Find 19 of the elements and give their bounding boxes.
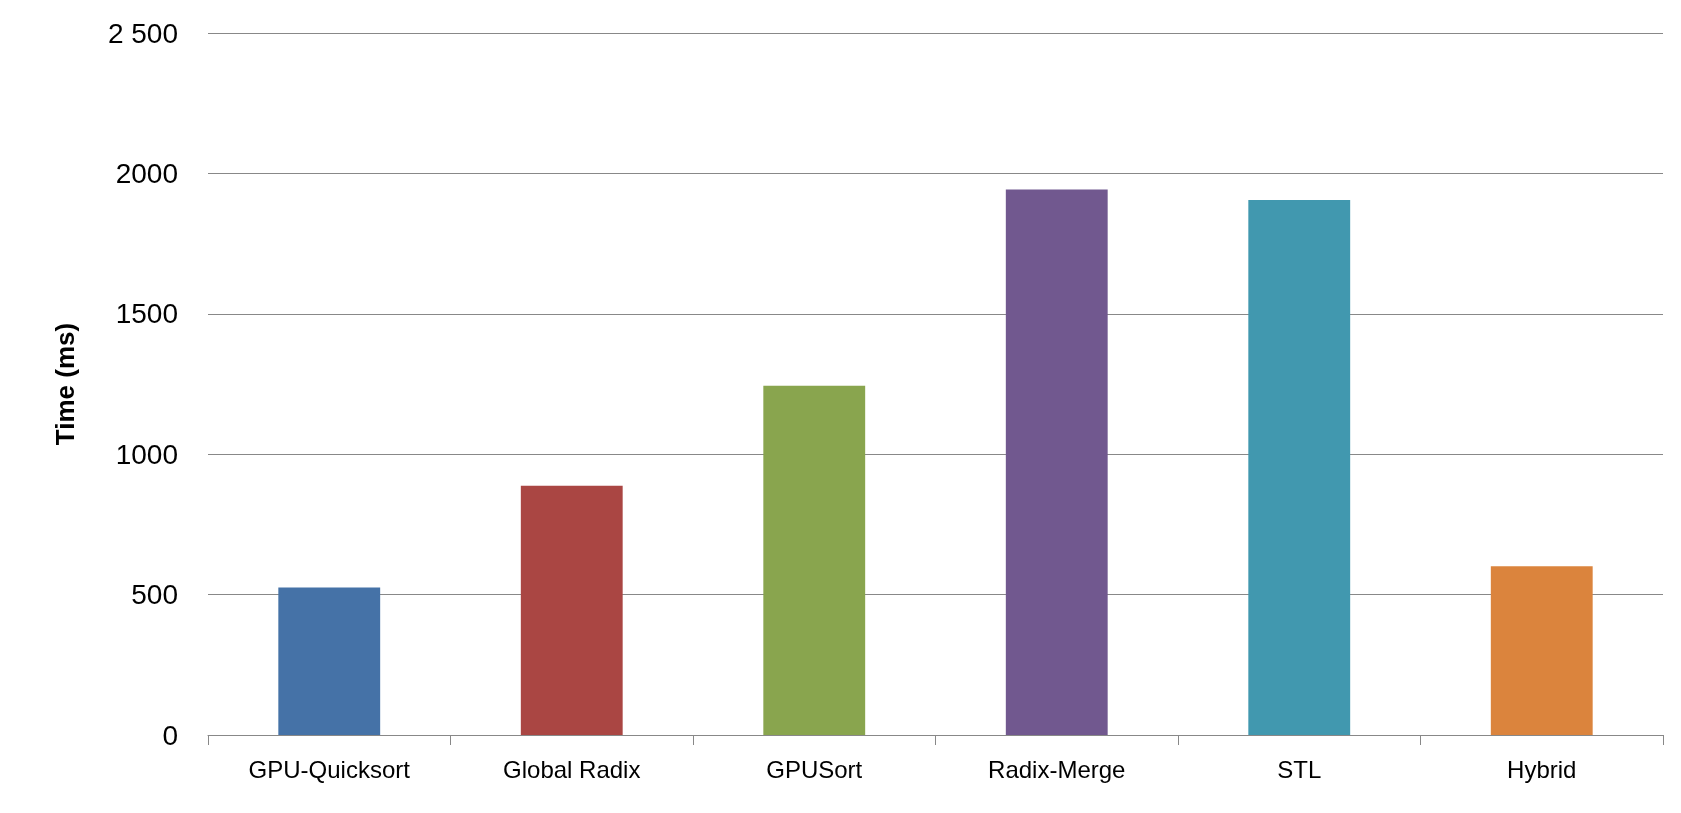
y-tick-label: 1500 [115, 298, 178, 330]
y-axis-title: Time (ms) [50, 322, 80, 446]
y-tick-label: 2000 [115, 157, 178, 189]
bar [763, 385, 866, 735]
y-tick-label: 1000 [115, 438, 178, 470]
bar [1005, 189, 1108, 735]
y-tick-label: 2 500 [107, 17, 178, 49]
x-tick-label: Radix-Merge [988, 755, 1126, 783]
bar [278, 587, 381, 735]
x-tick-label: GPU-Quicksort [248, 755, 411, 783]
x-tick-label: STL [1277, 755, 1322, 783]
x-tick-label: Hybrid [1507, 755, 1577, 783]
x-tick-label: Global Radix [503, 755, 641, 783]
bar [1248, 200, 1351, 735]
y-tick-label: 0 [162, 719, 178, 751]
bar [520, 485, 623, 735]
x-tick-label: GPUSort [766, 755, 863, 783]
y-tick-label: 500 [131, 579, 178, 611]
bar [1490, 566, 1593, 735]
